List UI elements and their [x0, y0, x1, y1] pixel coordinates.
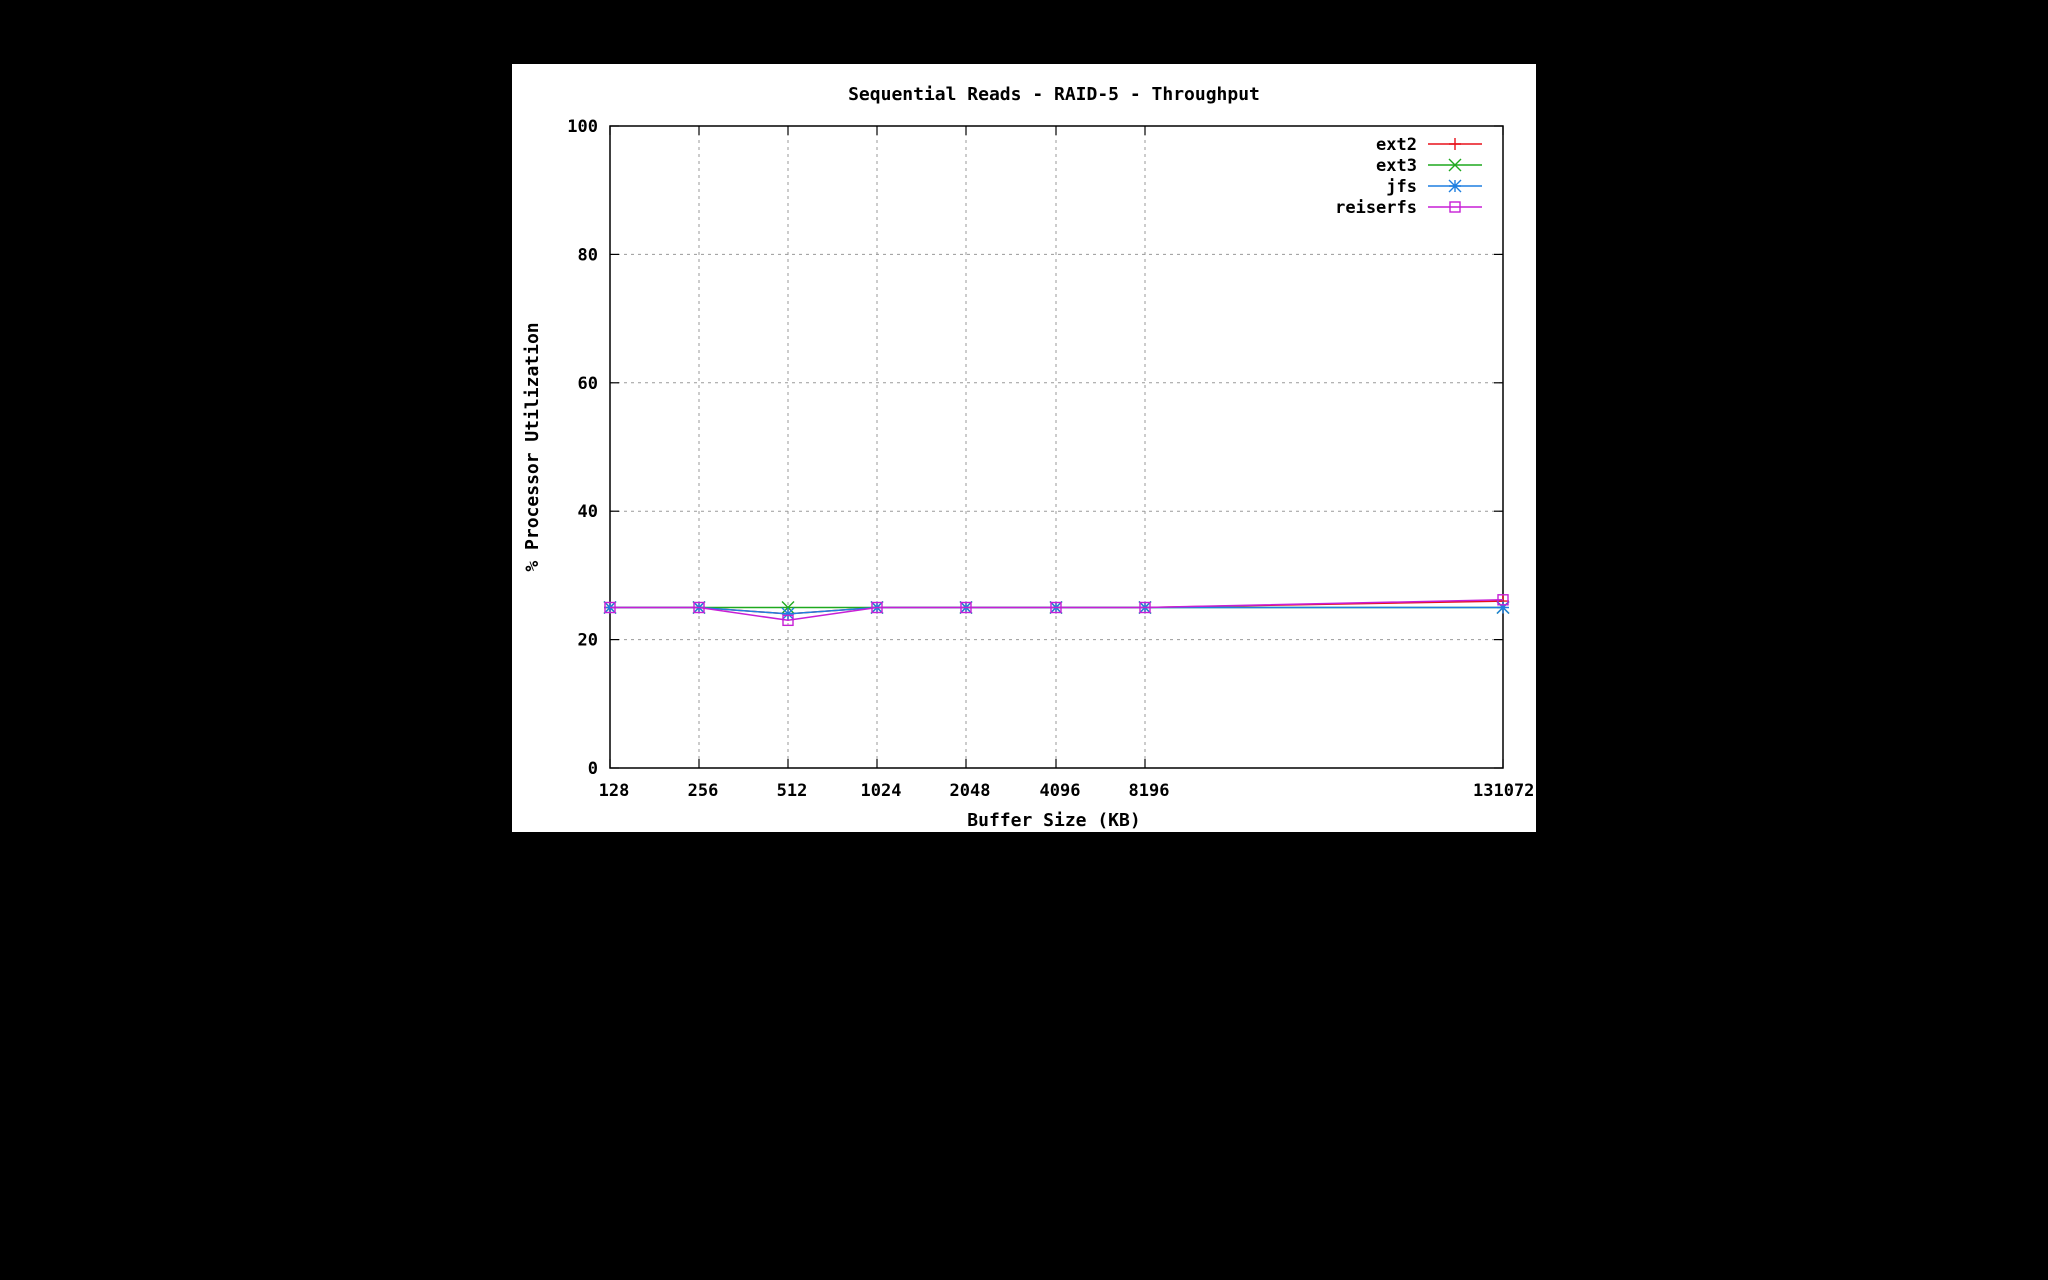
x-tick-label: 512 [777, 781, 808, 801]
x-tick-label: 128 [599, 781, 630, 801]
legend-marker [1449, 201, 1461, 213]
legend-label: ext2 [1376, 135, 1417, 155]
x-tick-label: 1024 [861, 781, 902, 801]
y-tick-label: 80 [578, 245, 598, 265]
y-tick-label: 40 [578, 502, 598, 522]
legend-item-reiserfs: reiserfs [1335, 198, 1482, 218]
data-point-reiserfs [782, 614, 794, 627]
axis-ticks: 0 20 40 60 80 100 128 256 512 1024 2048 4096 8196 131… [567, 117, 1534, 801]
data-point-jfs [1496, 601, 1510, 614]
x-tick-label: 131072 [1473, 781, 1534, 801]
legend-label: reiserfs [1335, 198, 1417, 218]
x-tick-label: 2048 [950, 781, 991, 801]
data-point-reiserfs [960, 601, 972, 614]
legend-item-ext3: ext3 [1376, 156, 1482, 176]
series-lines [603, 594, 1510, 627]
legend-item-ext2: ext2 [1376, 135, 1482, 155]
data-point-reiserfs [1497, 594, 1509, 606]
data-point-reiserfs [1050, 601, 1062, 614]
y-tick-label: 60 [578, 374, 598, 394]
x-axis-label: Buffer Size (KB) [967, 810, 1140, 831]
chart-panel: Sequential Reads - RAID-5 - Throughput 0… [512, 64, 1536, 832]
series-reiserfs [604, 594, 1509, 627]
legend-label: jfs [1386, 177, 1417, 197]
y-tick-label: 20 [578, 631, 598, 651]
legend-label: ext3 [1376, 156, 1417, 176]
series-line-reiserfs [610, 599, 1504, 622]
y-tick-label: 0 [588, 759, 598, 779]
line-chart: Sequential Reads - RAID-5 - Throughput 0… [522, 84, 1534, 831]
x-tick-label: 4096 [1040, 781, 1081, 801]
data-point-reiserfs [1139, 601, 1151, 614]
legend-marker [1449, 138, 1461, 150]
x-tick-label: 8196 [1129, 781, 1170, 801]
data-point-reiserfs [604, 601, 616, 614]
data-point-reiserfs [871, 601, 883, 614]
y-axis-label: % Processor Utilization [522, 322, 543, 571]
chart-title: Sequential Reads - RAID-5 - Throughput [848, 84, 1260, 105]
grid-lines [610, 126, 1503, 768]
legend-item-jfs: jfs [1386, 177, 1482, 197]
x-tick-label: 256 [688, 781, 719, 801]
data-point-jfs [781, 607, 795, 621]
legend-marker [1448, 158, 1462, 172]
plot-frame [609, 125, 1504, 769]
data-point-reiserfs [693, 601, 705, 614]
legend-marker [1448, 179, 1462, 193]
y-tick-label: 100 [567, 117, 598, 137]
data-point-ext3 [781, 601, 795, 614]
